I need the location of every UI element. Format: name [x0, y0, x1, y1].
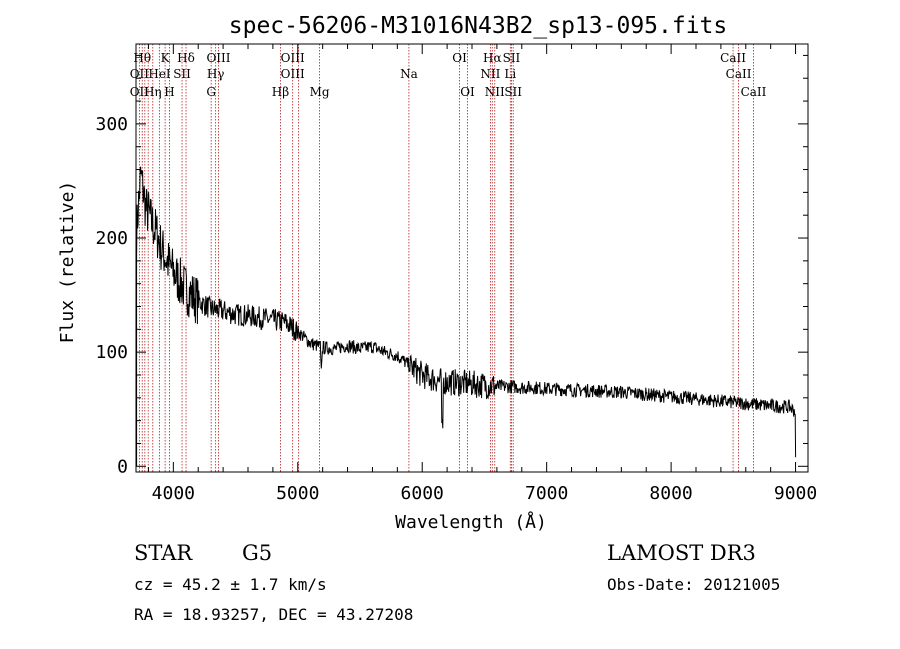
flux-series-line: [136, 166, 797, 467]
emission-line-label: OII: [130, 85, 150, 99]
x-tick-label: 9000: [774, 483, 817, 504]
emission-line-label: Hη: [144, 85, 162, 99]
x-tick-label: 4000: [152, 483, 195, 504]
emission-line-label: Li: [504, 67, 516, 81]
emission-line-label: OI: [452, 51, 467, 65]
emission-line-label: OI: [460, 85, 475, 99]
emission-line-label: Hδ: [177, 51, 195, 65]
y-tick-label: 100: [95, 342, 128, 363]
emission-line-label: Hγ: [207, 67, 225, 81]
observation-date: Obs-Date: 20121005: [607, 575, 780, 594]
emission-line-label: NII: [480, 67, 500, 81]
x-axis-label: Wavelength (Å): [395, 511, 547, 533]
y-tick-label: 300: [95, 114, 128, 135]
chart-title: spec-56206-M31016N43B2_sp13-095.fits: [229, 13, 728, 39]
emission-line-label: Hβ: [272, 85, 289, 99]
y-tick-label: 200: [95, 228, 128, 249]
y-axis-label: Flux (relative): [57, 181, 78, 344]
survey-name: LAMOST DR3: [607, 541, 756, 565]
emission-line-label: CaII: [726, 67, 752, 81]
x-tick-label: 8000: [649, 483, 692, 504]
emission-line-label: SII: [173, 67, 191, 81]
emission-line-label: Mg: [310, 85, 330, 99]
emission-line-label: K: [161, 51, 171, 65]
redshift-cz: cz = 45.2 ± 1.7 km/s: [134, 575, 327, 594]
emission-line-label: HeI: [148, 67, 171, 81]
plot-frame: [135, 43, 809, 473]
emission-line-label: G: [206, 85, 216, 99]
x-tick-label: 6000: [401, 483, 444, 504]
emission-line-label: Na: [400, 67, 418, 81]
emission-line-label: OII: [130, 67, 150, 81]
emission-line-markers: [138, 44, 754, 472]
emission-line-label: Hα: [483, 51, 502, 65]
emission-line-label: OIII: [281, 51, 305, 65]
emission-line-label: CaII: [720, 51, 746, 65]
ra-dec-coordinates: RA = 18.93257, DEC = 43.27208: [134, 605, 413, 624]
emission-line-label: Hθ: [133, 51, 151, 65]
emission-line-label: NII: [485, 85, 505, 99]
emission-line-label: SII: [503, 51, 521, 65]
y-axis-ticks: 0 100 200 300: [95, 54, 808, 477]
spectral-subclass: G5: [242, 541, 272, 565]
object-type: STAR: [134, 541, 193, 565]
emission-line-label: CaII: [741, 85, 767, 99]
emission-line-label: SII: [504, 85, 522, 99]
emission-line-label: H: [164, 85, 174, 99]
emission-line-label: OIII: [206, 51, 230, 65]
x-tick-label: 7000: [525, 483, 568, 504]
y-tick-label: 0: [117, 456, 128, 477]
emission-line-label: OIII: [281, 67, 305, 81]
x-tick-label: 5000: [276, 483, 319, 504]
x-axis-ticks: 4000 5000 6000 7000 8000 9000: [147, 44, 817, 504]
